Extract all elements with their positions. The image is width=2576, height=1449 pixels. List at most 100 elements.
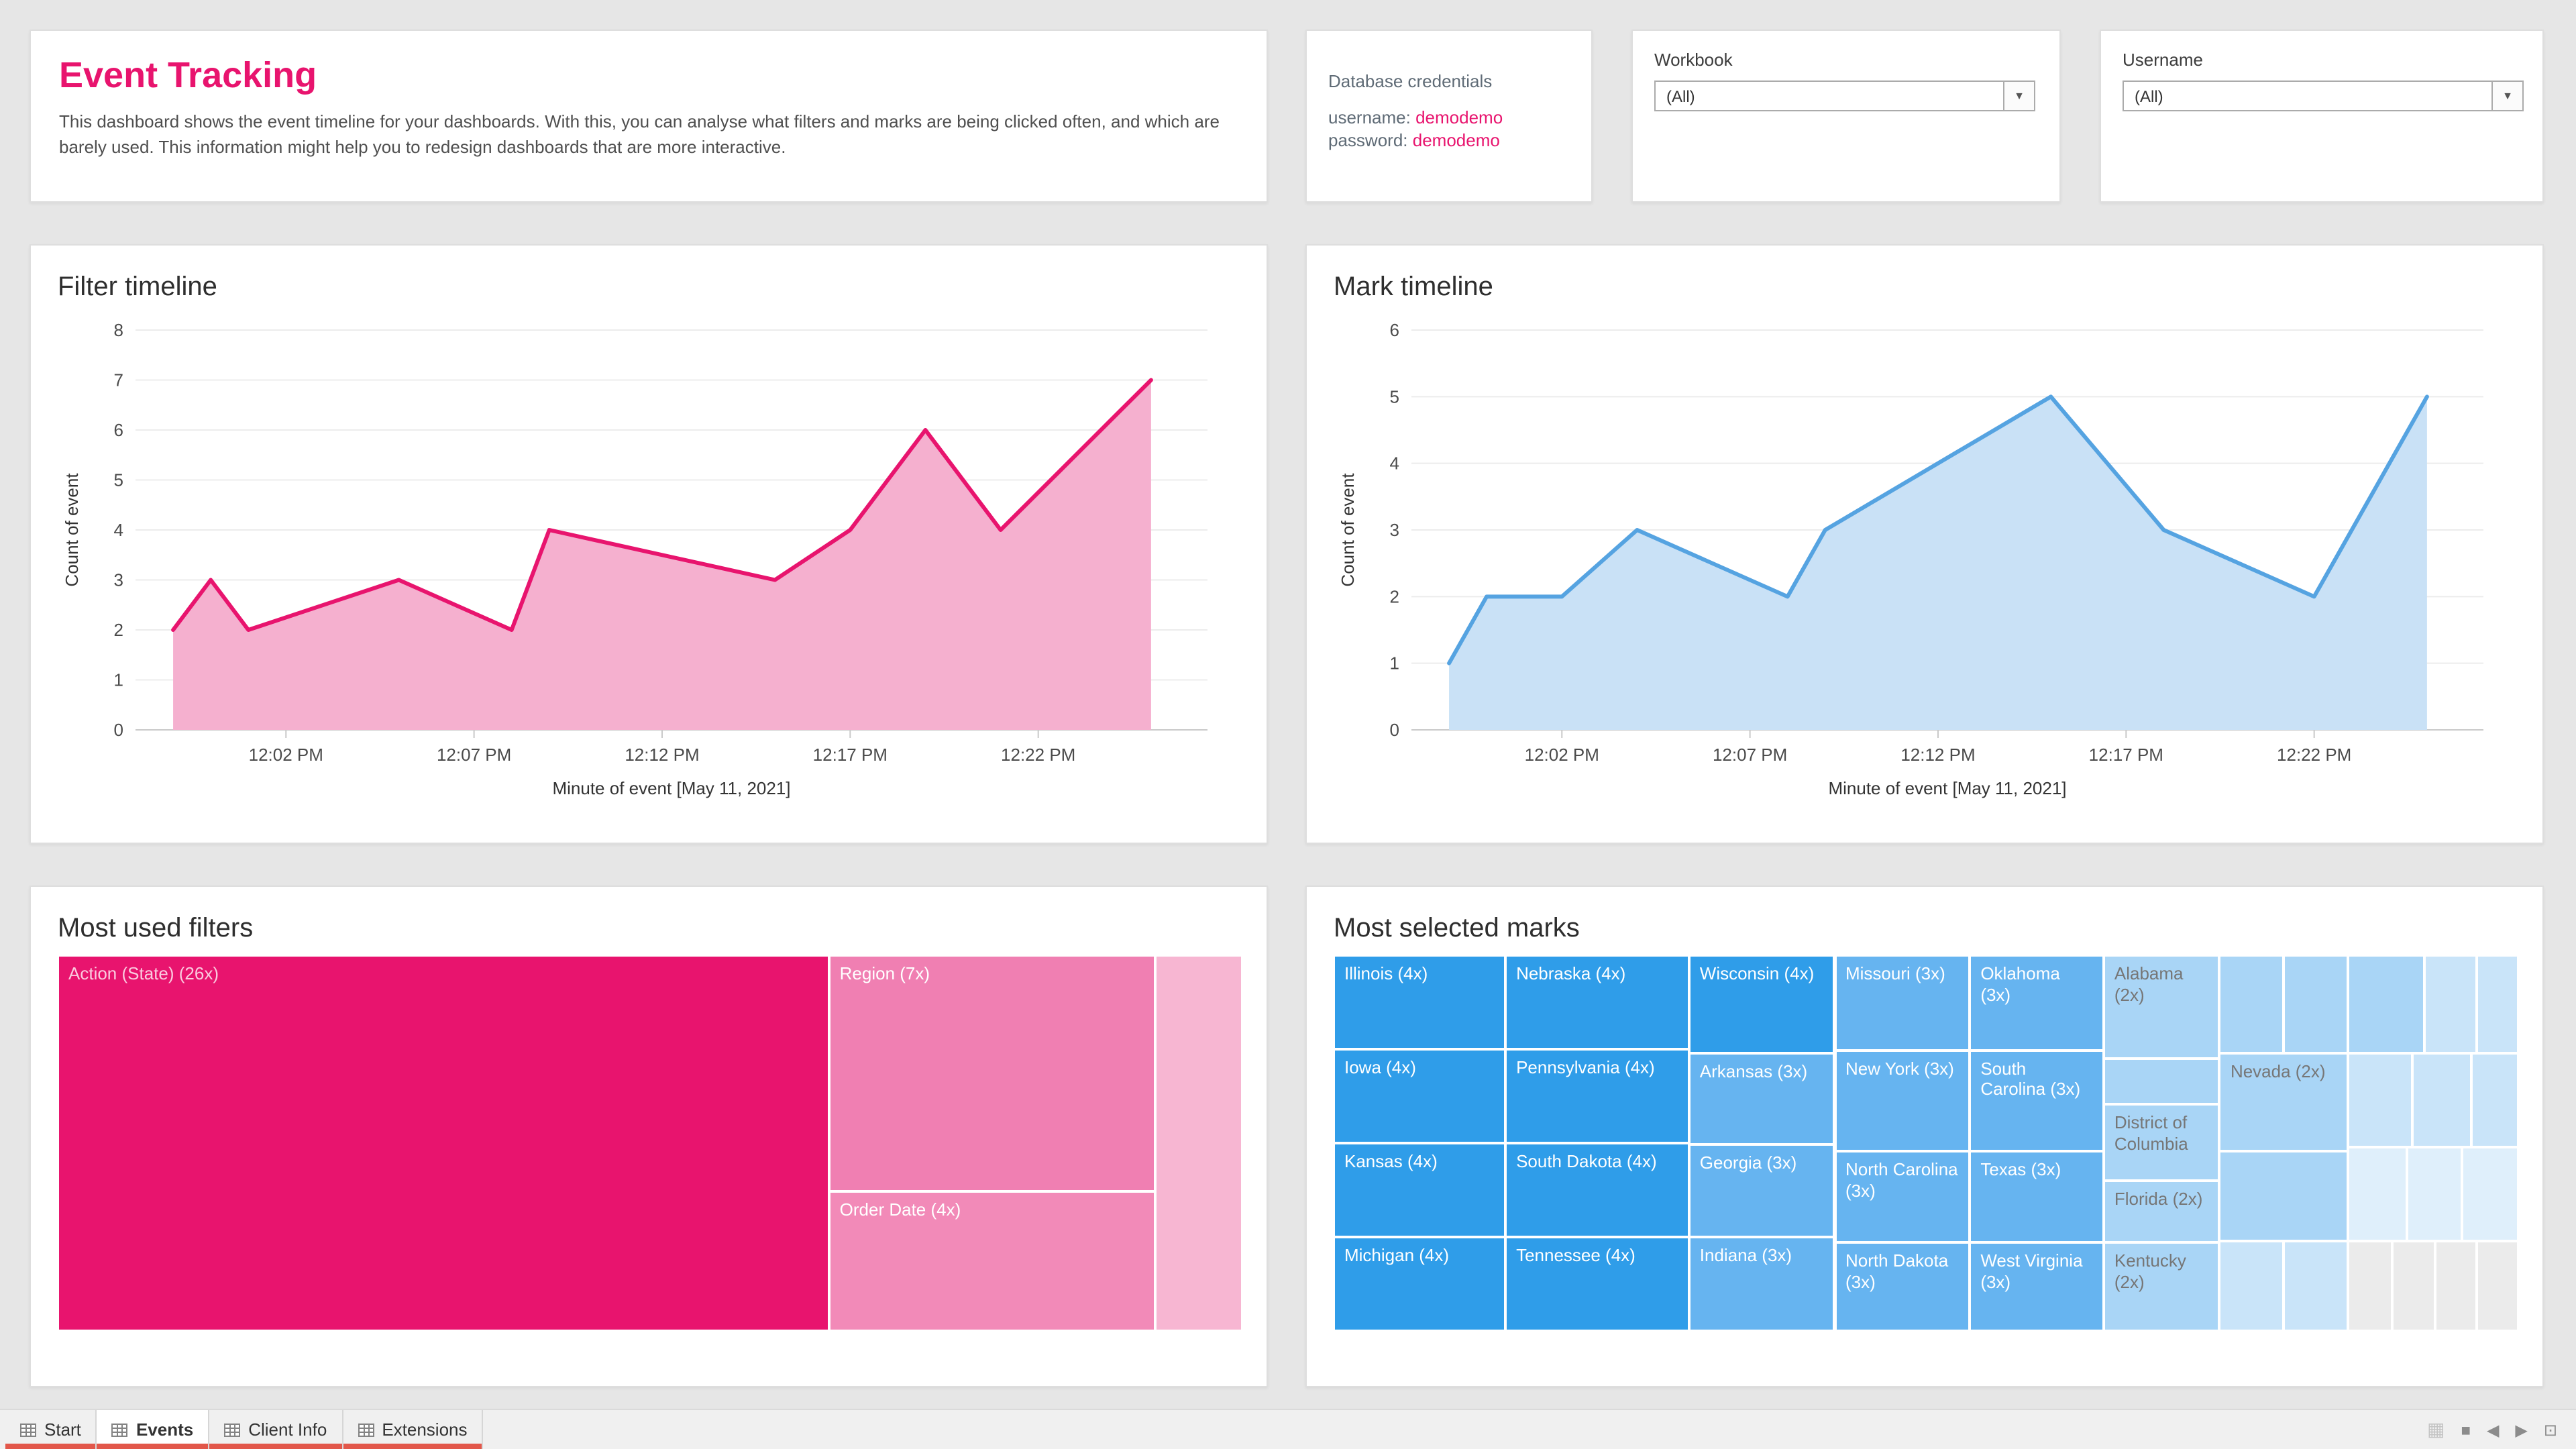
x-tick-label: 12:17 PM bbox=[2089, 745, 2163, 765]
chevron-down-icon[interactable]: ▼ bbox=[2491, 82, 2522, 110]
marks-treemap-cell[interactable] bbox=[2347, 955, 2425, 1053]
credentials-password-line: password: demodemo bbox=[1328, 130, 1570, 150]
marks-treemap-cell-pennsylvania-4x[interactable]: Pennsylvania (4x) bbox=[1505, 1049, 1689, 1143]
filters-treemap-cell-region-7x[interactable]: Region (7x) bbox=[828, 955, 1155, 1191]
marks-treemap-cell[interactable] bbox=[2412, 1053, 2471, 1147]
marks-treemap-cell-texas-3x[interactable]: Texas (3x) bbox=[1970, 1151, 2104, 1243]
area-fill bbox=[1449, 396, 2427, 730]
treemap-cell-label: Kansas (4x) bbox=[1344, 1151, 1438, 1171]
marks-treemap-cell[interactable] bbox=[2347, 1053, 2412, 1147]
marks-treemap-cell-nevada-2x[interactable]: Nevada (2x) bbox=[2219, 1053, 2348, 1151]
marks-treemap-cell-nebraska-4x[interactable]: Nebraska (4x) bbox=[1505, 955, 1689, 1049]
tab-start[interactable]: Start bbox=[5, 1410, 97, 1449]
marks-treemap-cell[interactable] bbox=[2392, 1240, 2436, 1331]
x-tick-label: 12:17 PM bbox=[813, 745, 888, 765]
marks-treemap-cell-georgia-3x[interactable]: Georgia (3x) bbox=[1688, 1144, 1835, 1237]
marks-treemap-cell-alabama-2x[interactable]: Alabama (2x) bbox=[2103, 955, 2220, 1059]
marks-treemap-cell-north-carolina-3x[interactable]: North Carolina (3x) bbox=[1835, 1151, 1970, 1243]
marks-treemap-cell-west-virginia-3x[interactable]: West Virginia (3x) bbox=[1970, 1242, 2104, 1331]
tab-extensions[interactable]: Extensions bbox=[343, 1410, 484, 1449]
treemap-cell-label: Illinois (4x) bbox=[1344, 963, 1428, 983]
marks-treemap-cell[interactable] bbox=[2477, 1240, 2518, 1331]
username-dropdown-value: (All) bbox=[2135, 87, 2163, 105]
treemap-cell-label: Action (State) (26x) bbox=[68, 963, 219, 983]
y-tick-label: 5 bbox=[1390, 386, 1399, 407]
prev-sheet-icon[interactable]: ◀ bbox=[2486, 1420, 2500, 1439]
y-tick-label: 4 bbox=[1390, 453, 1399, 474]
y-tick-label: 4 bbox=[114, 520, 123, 540]
marks-treemap-cell[interactable] bbox=[2406, 1146, 2463, 1241]
marks-treemap-cell-district-of-columbia[interactable]: District of Columbia bbox=[2103, 1104, 2220, 1181]
marks-treemap-cell-kansas-4x[interactable]: Kansas (4x) bbox=[1334, 1143, 1506, 1237]
filters-treemap-cell-action-state-26x[interactable]: Action (State) (26x) bbox=[58, 955, 829, 1331]
filter-timeline-chart[interactable]: 0 1 2 3 4 5 6 7 8 12:02 PM 12:07 PM 12:12 PM 12:17 P… bbox=[58, 314, 1242, 808]
marks-treemap-cell[interactable] bbox=[2219, 955, 2284, 1053]
marks-treemap-cell[interactable] bbox=[2284, 1240, 2348, 1331]
marks-treemap-cell[interactable] bbox=[2103, 1058, 2220, 1104]
treemap-cell-label: Tennessee (4x) bbox=[1516, 1245, 1635, 1265]
marks-treemap-cell-south-dakota-4x[interactable]: South Dakota (4x) bbox=[1505, 1143, 1689, 1237]
marks-treemap-cell-wisconsin-4x[interactable]: Wisconsin (4x) bbox=[1688, 955, 1835, 1053]
y-tick-label: 3 bbox=[114, 570, 123, 590]
marks-treemap-cell-indiana-3x[interactable]: Indiana (3x) bbox=[1688, 1237, 1835, 1331]
marks-treemap-cell-tennessee-4x[interactable]: Tennessee (4x) bbox=[1505, 1237, 1689, 1331]
treemap-cell-label: Nebraska (4x) bbox=[1516, 963, 1626, 983]
tab-client-info[interactable]: Client Info bbox=[209, 1410, 343, 1449]
x-tick-label: 12:07 PM bbox=[1713, 745, 1787, 765]
treemap-cell-label: South Carolina (3x) bbox=[1980, 1058, 2081, 1099]
marks-treemap-cell-arkansas-3x[interactable]: Arkansas (3x) bbox=[1688, 1053, 1835, 1145]
mark-timeline-card: Mark timeline 0 1 2 3 4 5 6 12:02 PM 12:07 PM 12:… bbox=[1305, 244, 2544, 844]
next-sheet-icon[interactable]: ▶ bbox=[2515, 1420, 2528, 1439]
marks-treemap-cell-missouri-3x[interactable]: Missouri (3x) bbox=[1835, 955, 1970, 1051]
x-tick-label: 12:07 PM bbox=[437, 745, 511, 765]
mark-timeline-chart[interactable]: 0 1 2 3 4 5 6 12:02 PM 12:07 PM 12:12 PM 12:17 PM 1… bbox=[1334, 314, 2518, 808]
most-selected-marks-title: Most selected marks bbox=[1334, 914, 1580, 943]
y-tick-label: 7 bbox=[114, 370, 123, 390]
marks-treemap-cell[interactable] bbox=[2284, 955, 2348, 1053]
username-dropdown[interactable]: (All) ▼ bbox=[2123, 80, 2524, 111]
filters-treemap-cell-order-date-4x[interactable]: Order Date (4x) bbox=[828, 1191, 1155, 1331]
statusbar-icons: ▦ ■ ◀ ▶ ⊡ bbox=[2427, 1410, 2576, 1449]
marks-treemap-cell-new-york-3x[interactable]: New York (3x) bbox=[1835, 1050, 1970, 1152]
y-tick-label: 6 bbox=[114, 420, 123, 440]
marks-treemap-cell[interactable] bbox=[2347, 1146, 2407, 1241]
x-tick-label: 12:12 PM bbox=[1900, 745, 1975, 765]
marks-treemap-cell[interactable] bbox=[2471, 1053, 2518, 1147]
marks-treemap-cell[interactable] bbox=[2219, 1150, 2348, 1241]
marks-treemap-cell[interactable] bbox=[2219, 1240, 2284, 1331]
treemap-cell-label: Texas (3x) bbox=[1980, 1159, 2061, 1180]
treemap-cell-label: West Virginia (3x) bbox=[1980, 1250, 2083, 1293]
tab-events[interactable]: Events bbox=[97, 1410, 210, 1449]
x-tick-label: 12:02 PM bbox=[249, 745, 323, 765]
thumbnail-grid-icon[interactable]: ▦ bbox=[2426, 1418, 2445, 1440]
marks-treemap-cell[interactable] bbox=[2477, 955, 2518, 1053]
treemap-cell-label: Michigan (4x) bbox=[1344, 1245, 1450, 1265]
workbook-dropdown[interactable]: (All) ▼ bbox=[1654, 80, 2035, 111]
marks-treemap-cell-illinois-4x[interactable]: Illinois (4x) bbox=[1334, 955, 1506, 1049]
treemap-cell-label: Iowa (4x) bbox=[1344, 1057, 1416, 1077]
marks-treemap-cell-michigan-4x[interactable]: Michigan (4x) bbox=[1334, 1237, 1506, 1331]
filters-treemap-cell[interactable] bbox=[1155, 955, 1242, 1331]
marks-treemap-cell[interactable] bbox=[2462, 1146, 2518, 1241]
password-label: password: bbox=[1328, 130, 1408, 150]
username-label: username: bbox=[1328, 107, 1411, 127]
marks-treemap-cell-north-dakota-3x[interactable]: North Dakota (3x) bbox=[1835, 1242, 1970, 1331]
username-value: demodemo bbox=[1415, 107, 1503, 127]
marks-treemap-cell[interactable] bbox=[2347, 1240, 2393, 1331]
marks-treemap-cell[interactable] bbox=[2424, 955, 2477, 1053]
stop-icon[interactable]: ■ bbox=[2461, 1420, 2471, 1439]
y-axis-title: Count of event bbox=[1338, 473, 1358, 587]
marks-treemap-cell[interactable] bbox=[2435, 1240, 2477, 1331]
username-filter-label: Username bbox=[2123, 50, 2203, 70]
marks-treemap-cell-south-carolina-3x[interactable]: South Carolina (3x) bbox=[1970, 1050, 2104, 1152]
marks-treemap-cell-iowa-4x[interactable]: Iowa (4x) bbox=[1334, 1049, 1506, 1143]
marks-treemap-cell-oklahoma-3x[interactable]: Oklahoma (3x) bbox=[1970, 955, 2104, 1051]
tab-label: Client Info bbox=[248, 1419, 327, 1440]
treemap-cell-label: District of Columbia bbox=[2114, 1112, 2188, 1154]
chevron-down-icon[interactable]: ▼ bbox=[2003, 82, 2034, 110]
presentation-mode-icon[interactable]: ⊡ bbox=[2543, 1420, 2557, 1439]
marks-treemap-cell-florida-2x[interactable]: Florida (2x) bbox=[2103, 1181, 2220, 1243]
trend-line bbox=[171, 378, 1153, 632]
marks-treemap-cell-kentucky-2x[interactable]: Kentucky (2x) bbox=[2103, 1242, 2220, 1331]
y-tick-label: 8 bbox=[114, 320, 123, 340]
